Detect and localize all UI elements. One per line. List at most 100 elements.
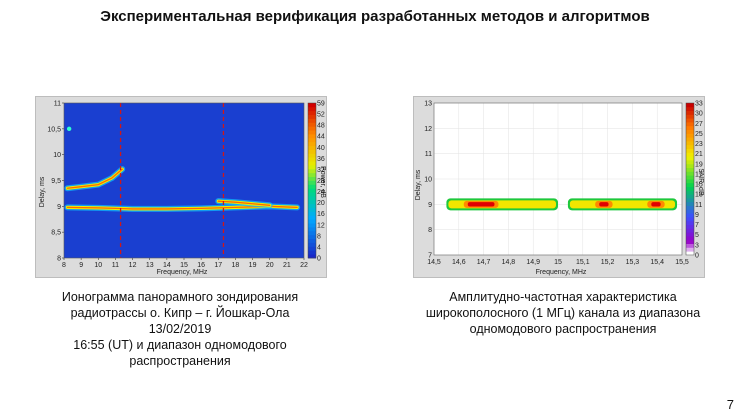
ionogram-colorbar-segment — [308, 184, 316, 189]
snr-y-tick-label: 10 — [424, 177, 432, 184]
ionogram-colorbar-segment — [308, 168, 316, 174]
ionogram-colorbar-tick-label: 52 — [317, 112, 325, 119]
ionogram-colorbar-tick-label: 8 — [317, 233, 321, 240]
ionogram-colorbar-tick-label: 12 — [317, 222, 325, 229]
ionogram-colorbar-segment — [308, 215, 316, 220]
ionogram-x-tick-label: 20 — [266, 262, 274, 269]
ionogram-colorbar-segment — [308, 250, 316, 255]
ionogram-frame — [63, 102, 305, 259]
snr-colorbar-segment — [686, 148, 694, 153]
ionogram-colorbar-tick-label: 48 — [317, 123, 325, 130]
ionogram-colorbar-segment — [308, 211, 316, 216]
snr-colorbar-segment — [686, 247, 694, 252]
ionogram-colorbar-segment — [308, 122, 316, 127]
ionogram-y-tick-label: 9 — [57, 204, 61, 211]
ionogram-colorbar-tick-label: 28 — [317, 178, 325, 185]
snr-colorbar-segment — [686, 163, 694, 168]
ionogram-trace-core — [217, 200, 271, 206]
snr-x-tick-label: 15,4 — [650, 259, 664, 266]
snr-colorbar-segment — [686, 209, 694, 214]
ionogram-colorbar-segment — [308, 207, 316, 212]
snr-colorbar-tick-label: 7 — [695, 222, 699, 229]
ionogram-colorbar-segment — [308, 196, 316, 201]
snr-colorbar-segment — [686, 190, 694, 195]
snr-colorbar-segment — [686, 118, 694, 123]
snr-x-tick-label: 15,5 — [675, 259, 689, 266]
ionogram-colorbar-segment — [308, 106, 316, 112]
snr-hot-core — [467, 202, 495, 207]
snr-colorbar-segment — [686, 122, 694, 127]
ionogram-x-tick-label: 16 — [197, 262, 205, 269]
ionogram-x-tick-label: 21 — [283, 262, 291, 269]
snr-caption-line: одномодового распространения — [469, 322, 657, 336]
ionogram-colorbar-segment — [308, 153, 316, 158]
ionogram-x-tick-label: 11 — [112, 262, 119, 269]
ionogram-x-tick-label: 19 — [249, 262, 257, 269]
snr-colorbar-segment — [686, 224, 694, 229]
ionogram-colorbar-segment — [308, 161, 316, 166]
snr-colorbar-tick-label: 9 — [695, 212, 699, 219]
snr-colorbar-tick-label: 5 — [695, 232, 699, 239]
ionogram-colorbar-segment — [308, 199, 316, 205]
ionogram-colorbar-segment — [308, 118, 316, 123]
ionogram-caption: Ионограмма панорамного зондирования ради… — [40, 289, 320, 369]
ionogram-colorbar-segment — [308, 238, 316, 243]
ionogram-colorbar-segment — [308, 176, 316, 181]
snr-colorbar-segment — [686, 133, 694, 138]
snr-colorbar-segment — [686, 171, 694, 176]
snr-colorbar-segment — [686, 110, 694, 115]
ionogram-colorbar-segment — [308, 141, 316, 147]
snr-colorbar-segment — [686, 194, 694, 199]
snr-hot-core — [599, 202, 609, 207]
ionogram-colorbar-segment — [308, 230, 316, 236]
ionogram-x-tick-label: 8 — [62, 262, 66, 269]
ionogram-caption-line: распространения — [129, 354, 231, 368]
ionogram-x-tick-label: 10 — [94, 262, 102, 269]
ionogram-x-tick-label: 15 — [180, 262, 188, 269]
snr-colorbar-segment — [686, 175, 694, 180]
snr-colorbar-segment — [686, 251, 694, 256]
ionogram-colorbar-segment — [308, 246, 316, 251]
ionogram-colorbar-segment — [308, 254, 316, 259]
ionogram-colorbar-segment — [308, 137, 316, 143]
snr-colorbar-segment — [686, 156, 694, 161]
snr-colorbar-segment — [686, 213, 694, 218]
ionogram-x-tick-label: 18 — [232, 262, 240, 269]
snr-x-tick-label: 14,7 — [477, 259, 491, 266]
ionogram-colorbar-segment — [308, 242, 316, 247]
snr-colorbar-segment — [686, 137, 694, 142]
snr-colorbar-segment — [686, 152, 694, 157]
snr-y-tick-label: 11 — [425, 151, 432, 158]
slide-title: Экспериментальная верификация разработан… — [100, 8, 650, 25]
ionogram-colorbar-segment — [308, 149, 316, 154]
snr-colorbar-tick-label: 33 — [695, 101, 703, 108]
ionogram-colorbar-segment — [308, 126, 316, 131]
ionogram-y-tick-label: 10,5 — [47, 126, 61, 133]
ionogram-colorbar-segment — [308, 188, 316, 193]
snr-x-tick-label: 14,8 — [502, 259, 516, 266]
snr-colorbar-segment — [686, 106, 694, 111]
ionogram-colorbar-segment — [308, 110, 316, 116]
ionogram-colorbar-segment — [308, 103, 316, 108]
ionogram-colorbar-tick-label: 40 — [317, 145, 325, 152]
ionogram-y-tick-label: 8,5 — [51, 230, 61, 237]
snr-colorbar-segment — [686, 125, 694, 130]
snr-colorbar-segment — [686, 198, 694, 203]
snr-colorbar-segment — [686, 217, 694, 222]
snr-frame — [433, 102, 683, 256]
snr-y-tick-label: 9 — [428, 202, 432, 209]
snr-y-tick-label: 12 — [424, 126, 432, 133]
ionogram-chart: Delay, ms Frequency, MHz Power, dB 8 9 10 1… — [39, 101, 326, 277]
snr-colorbar-segment — [686, 182, 694, 187]
snr-colorbar-segment — [686, 141, 694, 146]
snr-x-tick-label: 14,6 — [452, 259, 466, 266]
snr-colorbar-tick-label: 21 — [695, 151, 703, 158]
snr-colorbar-segment — [686, 236, 694, 241]
ionogram-colorbar-segment — [308, 157, 316, 162]
ionogram-colorbar-tick-label: 59 — [317, 101, 325, 108]
ionogram-x-tick-label: 17 — [214, 262, 222, 269]
snr-colorbar-tick-label: 15 — [695, 182, 703, 189]
ionogram-caption-line: 16:55 (UT) и диапазон одномодового — [73, 338, 287, 352]
snr-colorbar-segment — [686, 179, 694, 184]
ionogram-trace-point — [66, 126, 72, 132]
